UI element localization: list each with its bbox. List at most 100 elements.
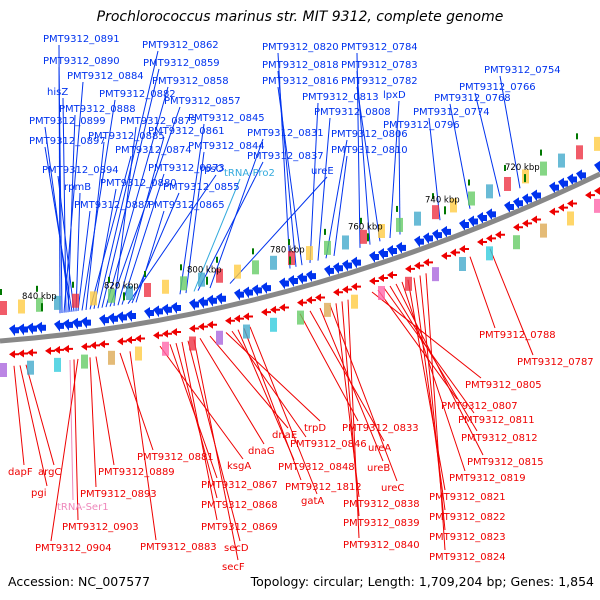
gc-track-dash bbox=[360, 217, 362, 224]
reverse-label-connector bbox=[329, 304, 398, 482]
reverse-label-connector bbox=[243, 328, 302, 481]
gc-track-dash bbox=[432, 193, 434, 200]
reverse-gene-arrow bbox=[459, 244, 469, 253]
forward-category-block bbox=[540, 161, 547, 176]
reverse-gene-label: PMT9312_0787 bbox=[517, 357, 594, 368]
svg-text:840 kbp: 840 kbp bbox=[22, 292, 57, 302]
forward-gene-label: PMT9312_0890 bbox=[43, 56, 120, 67]
reverse-category-block bbox=[351, 294, 358, 309]
reverse-gene-label: PMT9312_0833 bbox=[342, 423, 419, 434]
forward-label-connector bbox=[179, 123, 205, 295]
reverse-gene-arrow bbox=[594, 186, 600, 195]
forward-label-connector bbox=[121, 173, 165, 305]
forward-gene-arrow bbox=[117, 311, 127, 324]
forward-label-connector bbox=[449, 103, 471, 209]
forward-gene-label: PMT9312_0766 bbox=[459, 82, 536, 93]
reverse-category-block bbox=[27, 360, 34, 375]
forward-gene-arrow bbox=[288, 275, 298, 288]
reverse-label-connector bbox=[19, 365, 48, 487]
forward-gene-arrow bbox=[27, 322, 37, 335]
reverse-label-connector bbox=[25, 364, 55, 466]
forward-gene-arrow bbox=[126, 310, 136, 323]
forward-gene-label: PMT9312_0844 bbox=[188, 141, 265, 152]
forward-label-connector bbox=[277, 86, 303, 266]
gc-track-dash bbox=[216, 256, 218, 263]
reverse-gene-label: PMT9312_0867 bbox=[201, 480, 278, 491]
reverse-category-block bbox=[189, 336, 196, 351]
forward-gene-label: PMT9312_0813 bbox=[302, 92, 379, 103]
forward-label-connector bbox=[57, 175, 75, 312]
reverse-category-block bbox=[459, 256, 466, 271]
reverse-gene-arrow bbox=[297, 298, 307, 307]
forward-gene-arrow bbox=[297, 272, 307, 285]
forward-gene-arrow bbox=[342, 259, 352, 272]
forward-label-connector bbox=[105, 86, 169, 308]
forward-gene-label: PMT9312_0783 bbox=[341, 60, 418, 71]
reverse-category-block bbox=[243, 324, 250, 339]
forward-category-block bbox=[270, 255, 277, 270]
reverse-gene-label: PMT9312_0815 bbox=[467, 457, 544, 468]
reverse-gene-arrow bbox=[423, 258, 433, 267]
reverse-gene-label: secF bbox=[222, 562, 245, 573]
forward-gene-arrow bbox=[423, 232, 433, 245]
reverse-gene-label: ureB bbox=[367, 463, 390, 474]
forward-gene-arrow bbox=[378, 247, 388, 260]
forward-gene-label: PMT9312_0873 bbox=[148, 163, 225, 174]
reverse-gene-label: PMT9312_0868 bbox=[201, 500, 278, 511]
reverse-gene-label: PMT9312_0807 bbox=[441, 401, 518, 412]
reverse-label-connector bbox=[69, 359, 74, 501]
gc-track-dash bbox=[288, 239, 290, 246]
gc-track-dash bbox=[324, 228, 326, 235]
feature-tracks bbox=[0, 133, 600, 377]
forward-gene-label: PMT9312_0885 bbox=[88, 131, 165, 142]
forward-gene-arrow bbox=[153, 305, 163, 318]
reverse-category-block bbox=[378, 285, 385, 300]
forward-category-block bbox=[90, 291, 97, 306]
forward-category-block bbox=[324, 240, 331, 255]
forward-gene-arrow bbox=[351, 256, 361, 269]
reverse-label-connector bbox=[199, 337, 265, 445]
gc-track-dash bbox=[108, 276, 110, 283]
reverse-category-block bbox=[216, 330, 223, 345]
forward-gene-label: PMT9312_0880 bbox=[100, 178, 177, 189]
reverse-gene-label: argC bbox=[38, 467, 61, 478]
forward-gene-label: PMT9312_0818 bbox=[262, 60, 339, 71]
forward-category-block bbox=[252, 260, 259, 275]
reverse-category-block bbox=[270, 317, 277, 332]
forward-gene-arrow bbox=[18, 323, 28, 336]
reverse-category-block bbox=[297, 310, 304, 325]
forward-gene-arrow bbox=[558, 177, 568, 190]
reverse-gene-arrow bbox=[549, 207, 559, 216]
reverse-gene-arrow bbox=[441, 251, 451, 260]
forward-label-connector bbox=[229, 176, 328, 284]
reverse-gene-arrow bbox=[333, 288, 343, 297]
reverse-gene-arrow bbox=[279, 303, 289, 312]
reverse-category-block bbox=[405, 276, 412, 291]
gc-track-dash bbox=[468, 179, 470, 186]
forward-gene-arrow bbox=[594, 160, 600, 173]
forward-label-connector bbox=[209, 138, 264, 289]
forward-category-block bbox=[180, 276, 187, 291]
label-connector-lines bbox=[13, 44, 534, 561]
forward-category-block bbox=[54, 295, 61, 310]
reverse-gene-arrow bbox=[45, 346, 55, 355]
forward-label-connector bbox=[77, 210, 91, 312]
reverse-category-block bbox=[162, 341, 169, 356]
forward-gene-label: PMT9312_0888 bbox=[59, 104, 136, 115]
forward-label-connector bbox=[44, 126, 71, 313]
gc-track-dash bbox=[180, 264, 182, 271]
forward-gene-label: PMT9312_0891 bbox=[43, 34, 120, 45]
forward-gene-arrow bbox=[99, 314, 109, 327]
reverse-gene-arrow bbox=[270, 305, 280, 314]
forward-category-block bbox=[0, 301, 7, 315]
reverse-gene-arrow bbox=[306, 296, 316, 305]
reverse-gene-label: tRNA-Ser1 bbox=[57, 502, 109, 513]
reverse-gene-label: dapF bbox=[8, 467, 33, 478]
gc-track-dash bbox=[252, 248, 254, 255]
reverse-gene-arrow bbox=[558, 203, 568, 212]
reverse-gene-arrow bbox=[99, 340, 109, 349]
reverse-label-connector bbox=[469, 256, 496, 329]
reverse-gene-label: PMT9312_0805 bbox=[465, 380, 542, 391]
forward-gene-arrow bbox=[333, 262, 343, 275]
forward-gene-label: PMT9312_0816 bbox=[262, 76, 339, 87]
